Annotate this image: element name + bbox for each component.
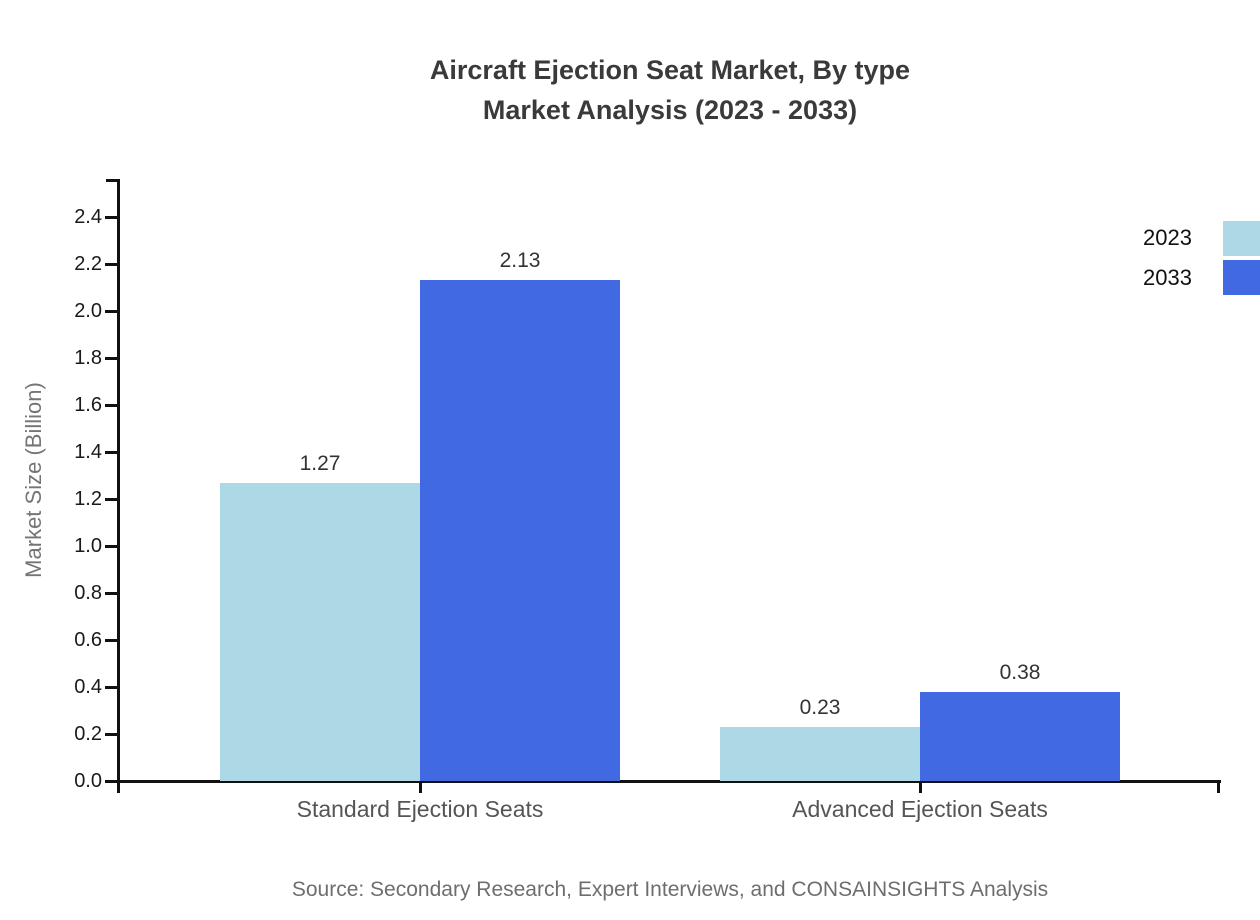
bar-2023-advanced-ejection-seats <box>720 727 920 781</box>
y-tick <box>105 639 118 642</box>
y-tick-label: 0.0 <box>74 770 102 792</box>
y-tick-label: 1.6 <box>74 394 102 416</box>
legend-swatch-2023 <box>1223 221 1260 256</box>
y-tick-label: 1.2 <box>74 488 102 510</box>
y-tick-label: 0.2 <box>74 723 102 745</box>
x-axis-right-end-tick <box>1217 781 1220 793</box>
y-tick <box>105 404 118 407</box>
y-tick <box>105 451 118 454</box>
y-tick-label: 0.6 <box>74 629 102 651</box>
y-tick-label: 2.0 <box>74 300 102 322</box>
y-tick-label: 1.4 <box>74 441 102 463</box>
y-tick <box>105 310 118 313</box>
bar-2033-advanced-ejection-seats <box>920 692 1120 781</box>
y-axis-top-cap-tick <box>106 179 118 182</box>
y-tick <box>105 498 118 501</box>
y-axis-line <box>117 179 120 784</box>
value-label-2033-standard-ejection-seats: 2.13 <box>499 249 541 272</box>
y-tick <box>105 686 118 689</box>
y-tick-label: 2.4 <box>74 206 102 228</box>
y-tick <box>105 357 118 360</box>
x-axis-left-end-tick <box>117 781 120 793</box>
y-tick <box>105 733 118 736</box>
x-tick-advanced-ejection-seats <box>919 781 922 793</box>
y-tick <box>105 545 118 548</box>
chart-title: Aircraft Ejection Seat Market, By type <box>429 55 911 85</box>
y-tick-label: 1.8 <box>74 347 102 369</box>
category-label-advanced-ejection-seats: Advanced Ejection Seats <box>792 796 1048 822</box>
y-tick-label: 2.2 <box>74 253 102 275</box>
category-label-standard-ejection-seats: Standard Ejection Seats <box>296 796 544 822</box>
y-tick-label: 0.8 <box>74 582 102 604</box>
x-axis-line <box>117 780 1221 783</box>
x-tick-standard-ejection-seats <box>419 781 422 793</box>
y-tick-label: 0.4 <box>74 676 102 698</box>
legend-label-2023: 2023 <box>1143 225 1192 250</box>
chart-subtitle: Market Analysis (2023 - 2033) <box>482 95 858 125</box>
y-tick <box>105 780 118 783</box>
value-label-2023-advanced-ejection-seats: 0.23 <box>799 696 841 719</box>
legend-label-2033: 2033 <box>1143 265 1192 290</box>
value-label-2023-standard-ejection-seats: 1.27 <box>299 452 341 475</box>
source-note: Source: Secondary Research, Expert Inter… <box>291 878 1049 901</box>
y-tick <box>105 216 118 219</box>
bar-2023-standard-ejection-seats <box>220 483 420 781</box>
y-tick <box>105 263 118 266</box>
y-tick-label: 1.0 <box>74 535 102 557</box>
bar-2033-standard-ejection-seats <box>420 280 620 781</box>
value-label-2033-advanced-ejection-seats: 0.38 <box>999 661 1041 684</box>
y-tick <box>105 592 118 595</box>
legend-swatch-2033 <box>1223 260 1260 295</box>
